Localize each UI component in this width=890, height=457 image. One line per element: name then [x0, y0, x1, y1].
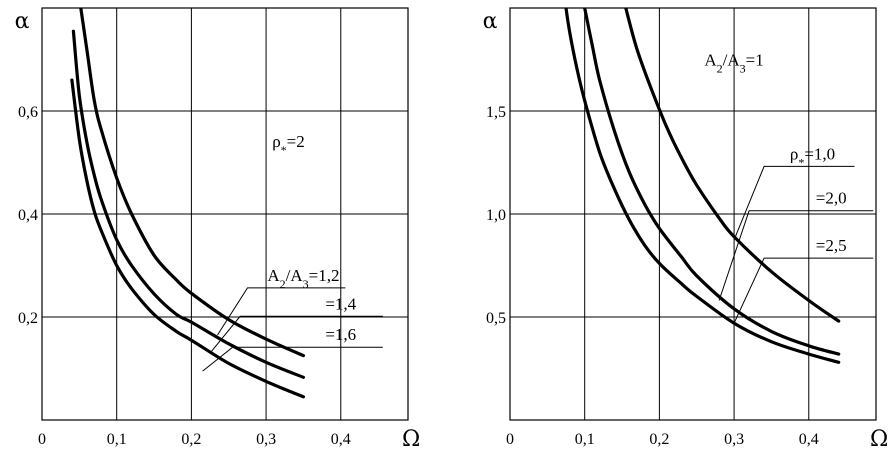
- y-axis-label: α: [483, 9, 498, 34]
- series-line-3: [70, 78, 305, 399]
- x-tick-label: 0,2: [181, 431, 201, 448]
- right-chart: 0 0,1 0,2 0,3 0,4 0,5 1,0 1,5 α Ωρ*=1,0 =2,0 =2,5 A2…: [483, 7, 888, 452]
- series-leader-2: [718, 210, 874, 301]
- left-chart: 0 0,1 0,2 0,3 0,4 0,2 0,4 0,6 α Ω A2/A3=1,2 =1,4 =1,…: [15, 7, 420, 452]
- y-tick-label: 1,5: [486, 104, 506, 121]
- series-line-1: [79, 8, 305, 358]
- series-label-1: ρ*=1,0: [790, 144, 835, 169]
- x-tick-label: 0: [38, 431, 46, 448]
- y-tick-label: 0,5: [486, 310, 506, 327]
- series-leader-3: [202, 346, 383, 372]
- series-label-2: =2,0: [816, 189, 847, 208]
- x-tick-label: 0,4: [331, 431, 351, 448]
- chart-annotation: A2/A3=1: [704, 51, 763, 76]
- x-tick-label: 0,1: [107, 431, 127, 448]
- x-axis-label: Ω: [402, 427, 420, 452]
- x-tick-label: 0,4: [799, 431, 819, 448]
- x-tick-label: 0,1: [575, 431, 595, 448]
- series-line-1: [624, 8, 841, 323]
- x-tick-label: 0,2: [649, 431, 669, 448]
- series-leader-1: [733, 165, 855, 240]
- series-line-2: [71, 29, 305, 379]
- chart-annotation: ρ*=2: [272, 132, 305, 157]
- series-line-2: [583, 8, 841, 356]
- series-line-3: [564, 8, 841, 364]
- y-axis-label: α: [15, 9, 30, 34]
- y-tick-label: 0,4: [18, 207, 38, 224]
- x-axis-label: Ω: [870, 427, 888, 452]
- series-leader-1: [217, 287, 346, 336]
- y-tick-label: 0,6: [18, 104, 38, 121]
- series-label-1: A2/A3=1,2: [267, 266, 339, 291]
- series-label-2: =1,4: [325, 294, 356, 313]
- x-tick-label: 0,3: [724, 431, 744, 448]
- series-leader-2: [209, 315, 383, 354]
- series-label-3: =2,5: [816, 236, 847, 255]
- series-label-3: =1,6: [325, 325, 356, 344]
- y-tick-label: 0,2: [18, 310, 38, 327]
- plot-frame: [41, 7, 409, 421]
- y-tick-label: 1,0: [486, 207, 506, 224]
- plot-frame: [509, 7, 877, 421]
- x-tick-label: 0: [506, 431, 514, 448]
- x-tick-label: 0,3: [256, 431, 276, 448]
- series-leader-3: [733, 257, 874, 324]
